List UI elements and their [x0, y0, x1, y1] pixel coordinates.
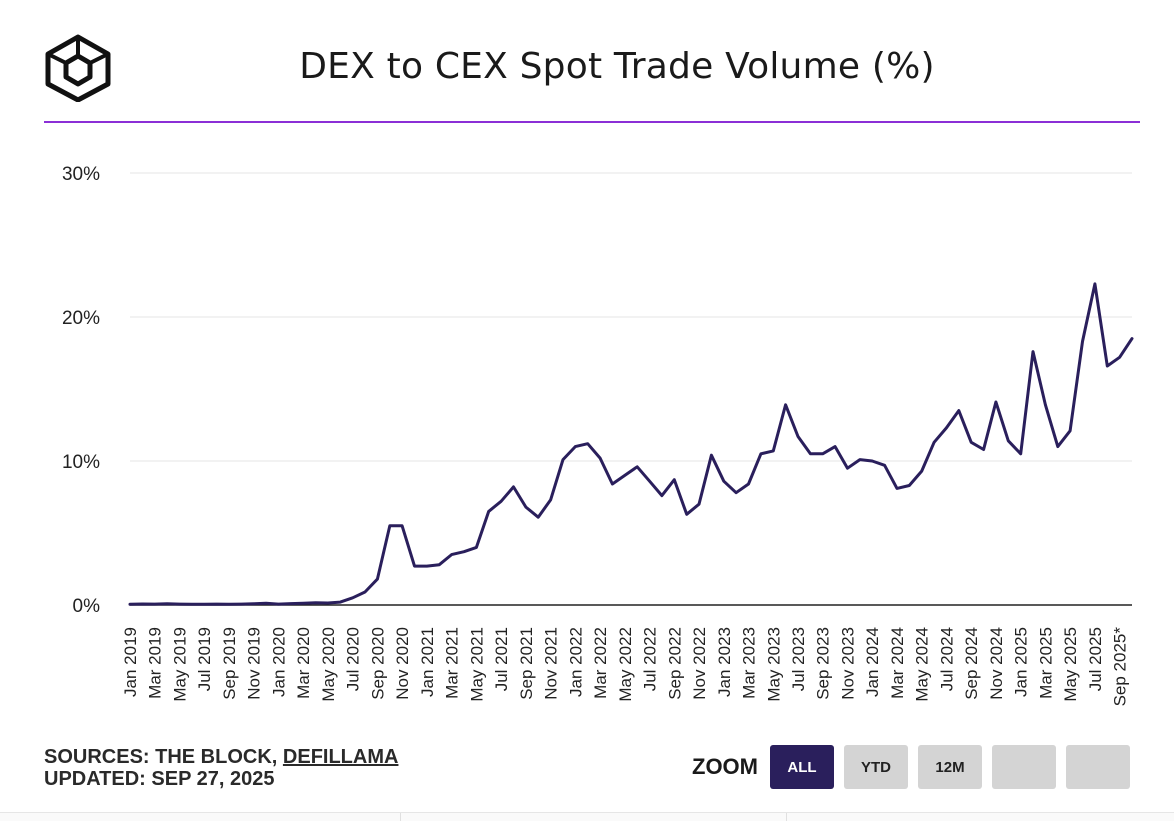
- x-tick-label: Mar 2022: [591, 627, 610, 699]
- series-line: [128, 282, 1134, 606]
- zoom-blank-button-2[interactable]: [1066, 745, 1130, 789]
- x-tick-label: Nov 2019: [245, 627, 264, 700]
- chart-title: DEX to CEX Spot Trade Volume (%): [299, 46, 935, 87]
- x-tick-label: Nov 2023: [838, 627, 857, 700]
- y-tick-label: 10%: [62, 452, 100, 473]
- x-tick-label: Nov 2022: [690, 627, 709, 700]
- updated-date: UPDATED: SEP 27, 2025: [44, 768, 275, 790]
- x-tick-label: Mar 2021: [443, 627, 462, 699]
- x-tick-label: Sep 2024: [962, 627, 981, 700]
- zoom-all-button[interactable]: ALL: [770, 745, 834, 789]
- x-tick-label: Mar 2019: [146, 627, 165, 699]
- x-tick-label: Mar 2020: [294, 627, 313, 699]
- x-tick-label: Mar 2024: [888, 627, 907, 699]
- line-chart: 0% 10% 20% 30% Jan 2019 Mar 2019 May 2019 Jul 2…: [62, 164, 1134, 707]
- cube-logo-icon: [45, 34, 111, 102]
- x-tick-label: Sep 2021: [517, 627, 536, 700]
- x-tick-label: Jul 2024: [937, 627, 956, 691]
- sources-block: SOURCES: THE BLOCK, DEFILLAMA UPDATED: S…: [44, 746, 398, 790]
- zoom-12m-button[interactable]: 12M: [918, 745, 982, 789]
- zoom-ytd-button[interactable]: YTD: [844, 745, 908, 789]
- x-tick-label: Nov 2024: [987, 627, 1006, 700]
- x-tick-label: Jan 2020: [269, 627, 288, 697]
- x-tick-label: Jan 2023: [715, 627, 734, 697]
- x-tick-label: Jul 2025: [1086, 627, 1105, 691]
- x-tick-label: May 2021: [467, 627, 486, 702]
- card-bottom-edge: [0, 812, 1174, 821]
- zoom-label: ZOOM: [692, 754, 758, 779]
- x-tick-label: Sep 2019: [220, 627, 239, 700]
- x-tick-label: Jul 2020: [344, 627, 363, 691]
- x-tick-label: May 2024: [913, 627, 932, 702]
- x-tick-label: Jan 2021: [418, 627, 437, 697]
- x-tick-label: Nov 2020: [393, 627, 412, 700]
- title-divider: [44, 121, 1140, 123]
- x-tick-label: Sep 2025*: [1111, 627, 1130, 707]
- zoom-blank-button-1[interactable]: [992, 745, 1056, 789]
- x-tick-label: Sep 2023: [814, 627, 833, 700]
- defillama-link[interactable]: DEFILLAMA: [282, 746, 399, 768]
- x-tick-label: Nov 2021: [542, 627, 561, 700]
- x-tick-label: Jan 2025: [1012, 627, 1031, 697]
- x-tick-label: Jul 2021: [492, 627, 511, 691]
- x-tick-label: Jan 2022: [566, 627, 585, 697]
- x-tick-label: Sep 2020: [368, 627, 387, 700]
- x-tick-label: May 2023: [764, 627, 783, 702]
- sources-line: SOURCES: THE BLOCK, DEFILLAMA: [44, 746, 398, 768]
- x-tick-label: May 2025: [1061, 627, 1080, 702]
- x-tick-label: Mar 2023: [740, 627, 759, 699]
- sources-prefix: SOURCES: THE BLOCK,: [44, 746, 283, 768]
- y-tick-label: 20%: [62, 308, 100, 329]
- x-tick-label: Sep 2022: [665, 627, 684, 700]
- x-tick-label: Mar 2025: [1036, 627, 1055, 699]
- x-tick-label: Jul 2023: [789, 627, 808, 691]
- x-tick-label: Jan 2024: [863, 627, 882, 697]
- x-tick-label: May 2020: [319, 627, 338, 702]
- x-tick-label: May 2019: [170, 627, 189, 702]
- x-tick-label: May 2022: [616, 627, 635, 702]
- edge-divider: [786, 813, 787, 821]
- zoom-controls: ZOOM ALL YTD 12M: [692, 745, 1140, 789]
- x-tick-label: Jul 2019: [195, 627, 214, 691]
- edge-divider: [400, 813, 401, 821]
- y-tick-label: 30%: [62, 164, 100, 185]
- y-tick-label: 0%: [73, 596, 101, 617]
- x-tick-label: Jan 2019: [121, 627, 140, 697]
- x-tick-label: Jul 2022: [641, 627, 660, 691]
